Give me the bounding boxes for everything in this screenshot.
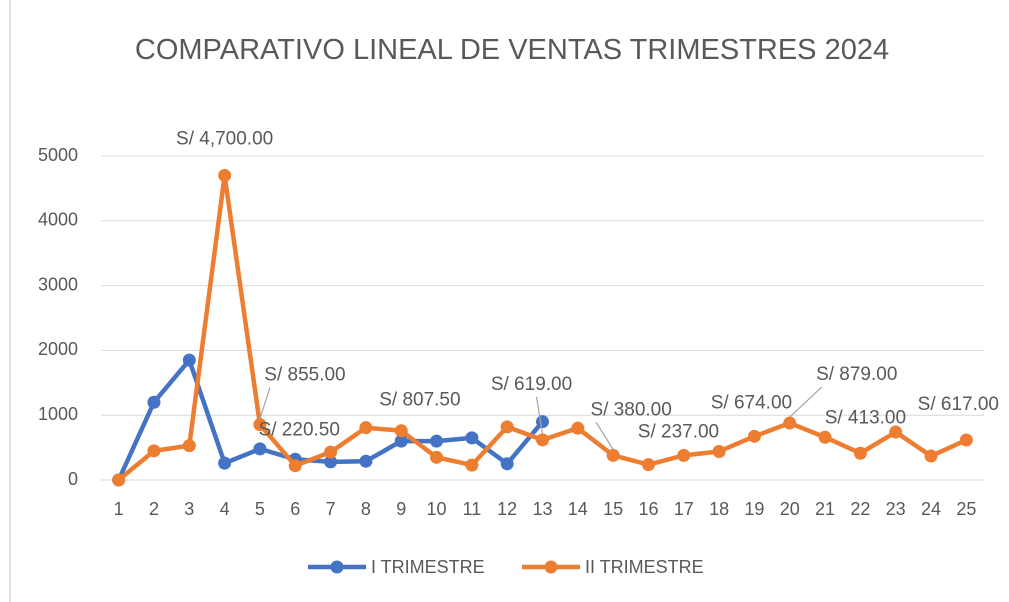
data-point: [606, 448, 620, 462]
x-tick-label: 12: [497, 499, 517, 519]
x-tick-label: 11: [463, 499, 482, 519]
x-tick-label: 21: [815, 499, 835, 519]
x-tick-label: 23: [886, 499, 906, 519]
legend-marker: [544, 560, 558, 574]
data-point: [359, 454, 373, 468]
data-point: [889, 425, 903, 439]
data-point: [853, 446, 867, 460]
leader-line: [259, 387, 271, 419]
x-tick-label: 15: [603, 499, 623, 519]
x-tick-label: 6: [290, 499, 300, 519]
y-tick-label: 2000: [38, 339, 78, 359]
data-point: [677, 448, 691, 462]
data-point: [571, 421, 585, 435]
data-point: [394, 424, 408, 438]
data-point: [253, 418, 267, 432]
x-tick-label: 14: [568, 499, 588, 519]
data-point: [218, 456, 232, 470]
y-tick-label: 0: [68, 469, 78, 489]
x-tick-label: 9: [396, 499, 406, 519]
data-point: [783, 416, 797, 430]
data-label: S/ 237.00: [638, 422, 719, 443]
data-point: [536, 433, 549, 447]
data-point: [641, 458, 655, 472]
x-tick-label: 22: [850, 499, 870, 519]
x-tick-label: 24: [921, 499, 941, 519]
y-tick-label: 1000: [38, 404, 78, 424]
data-point: [324, 455, 338, 469]
y-tick-label: 4000: [38, 210, 78, 230]
legend-label: I TRIMESTRE: [371, 557, 485, 577]
data-point: [712, 444, 726, 458]
data-label: S/ 807.50: [379, 390, 460, 411]
data-label: S/ 619.00: [491, 374, 572, 395]
x-tick-label: 17: [674, 499, 694, 519]
data-label: S/ 220.50: [259, 420, 340, 441]
data-label: S/ 617.00: [918, 394, 999, 415]
x-tick-label: 18: [709, 499, 729, 519]
x-tick-label: 16: [638, 499, 658, 519]
data-point: [147, 395, 161, 409]
legend-marker: [330, 560, 344, 574]
x-tick-label: 20: [780, 499, 800, 519]
data-point: [182, 353, 196, 367]
x-tick-label: 2: [149, 499, 159, 519]
data-point: [430, 434, 444, 448]
data-point: [747, 429, 761, 443]
x-tick-label: 3: [184, 499, 194, 519]
y-tick-label: 3000: [38, 274, 78, 294]
data-point: [253, 442, 267, 456]
data-point: [536, 415, 549, 429]
data-point: [924, 449, 938, 463]
x-tick-label: 19: [744, 499, 764, 519]
x-tick-label: 4: [220, 499, 230, 519]
leader-line: [789, 386, 823, 418]
data-label: S/ 674.00: [711, 392, 792, 413]
data-point: [394, 434, 408, 448]
data-point: [288, 459, 302, 473]
x-tick-label: 7: [326, 499, 336, 519]
leader-line: [595, 422, 614, 450]
legend-label: II TRIMESTRE: [585, 557, 704, 577]
x-tick-label: 10: [427, 499, 447, 519]
data-point: [324, 445, 338, 459]
chart-title: COMPARATIVO LINEAL DE VENTAS TRIMESTRES …: [134, 34, 890, 66]
data-point: [112, 473, 126, 487]
y-tick-label: 5000: [38, 145, 78, 165]
data-point: [147, 444, 161, 458]
x-tick-label: 25: [956, 499, 976, 519]
data-point: [359, 421, 373, 435]
data-point: [500, 420, 514, 434]
x-tick-label: 13: [532, 499, 552, 519]
data-label: S/ 4,700.00: [176, 128, 273, 149]
data-point: [182, 439, 196, 453]
data-point: [818, 430, 832, 444]
x-tick-label: 5: [255, 499, 265, 519]
data-label: S/ 879.00: [816, 364, 897, 385]
x-tick-label: 8: [361, 499, 371, 519]
data-point: [500, 457, 514, 471]
data-point: [465, 458, 479, 472]
data-point: [218, 168, 232, 182]
data-label: S/ 413.00: [825, 407, 906, 428]
data-point: [959, 433, 973, 447]
data-label: S/ 380.00: [590, 399, 671, 420]
leader-line: [535, 396, 544, 434]
x-tick-label: 1: [114, 499, 124, 519]
data-label: S/ 855.00: [264, 365, 345, 386]
data-point: [430, 450, 444, 464]
data-point: [465, 431, 479, 445]
